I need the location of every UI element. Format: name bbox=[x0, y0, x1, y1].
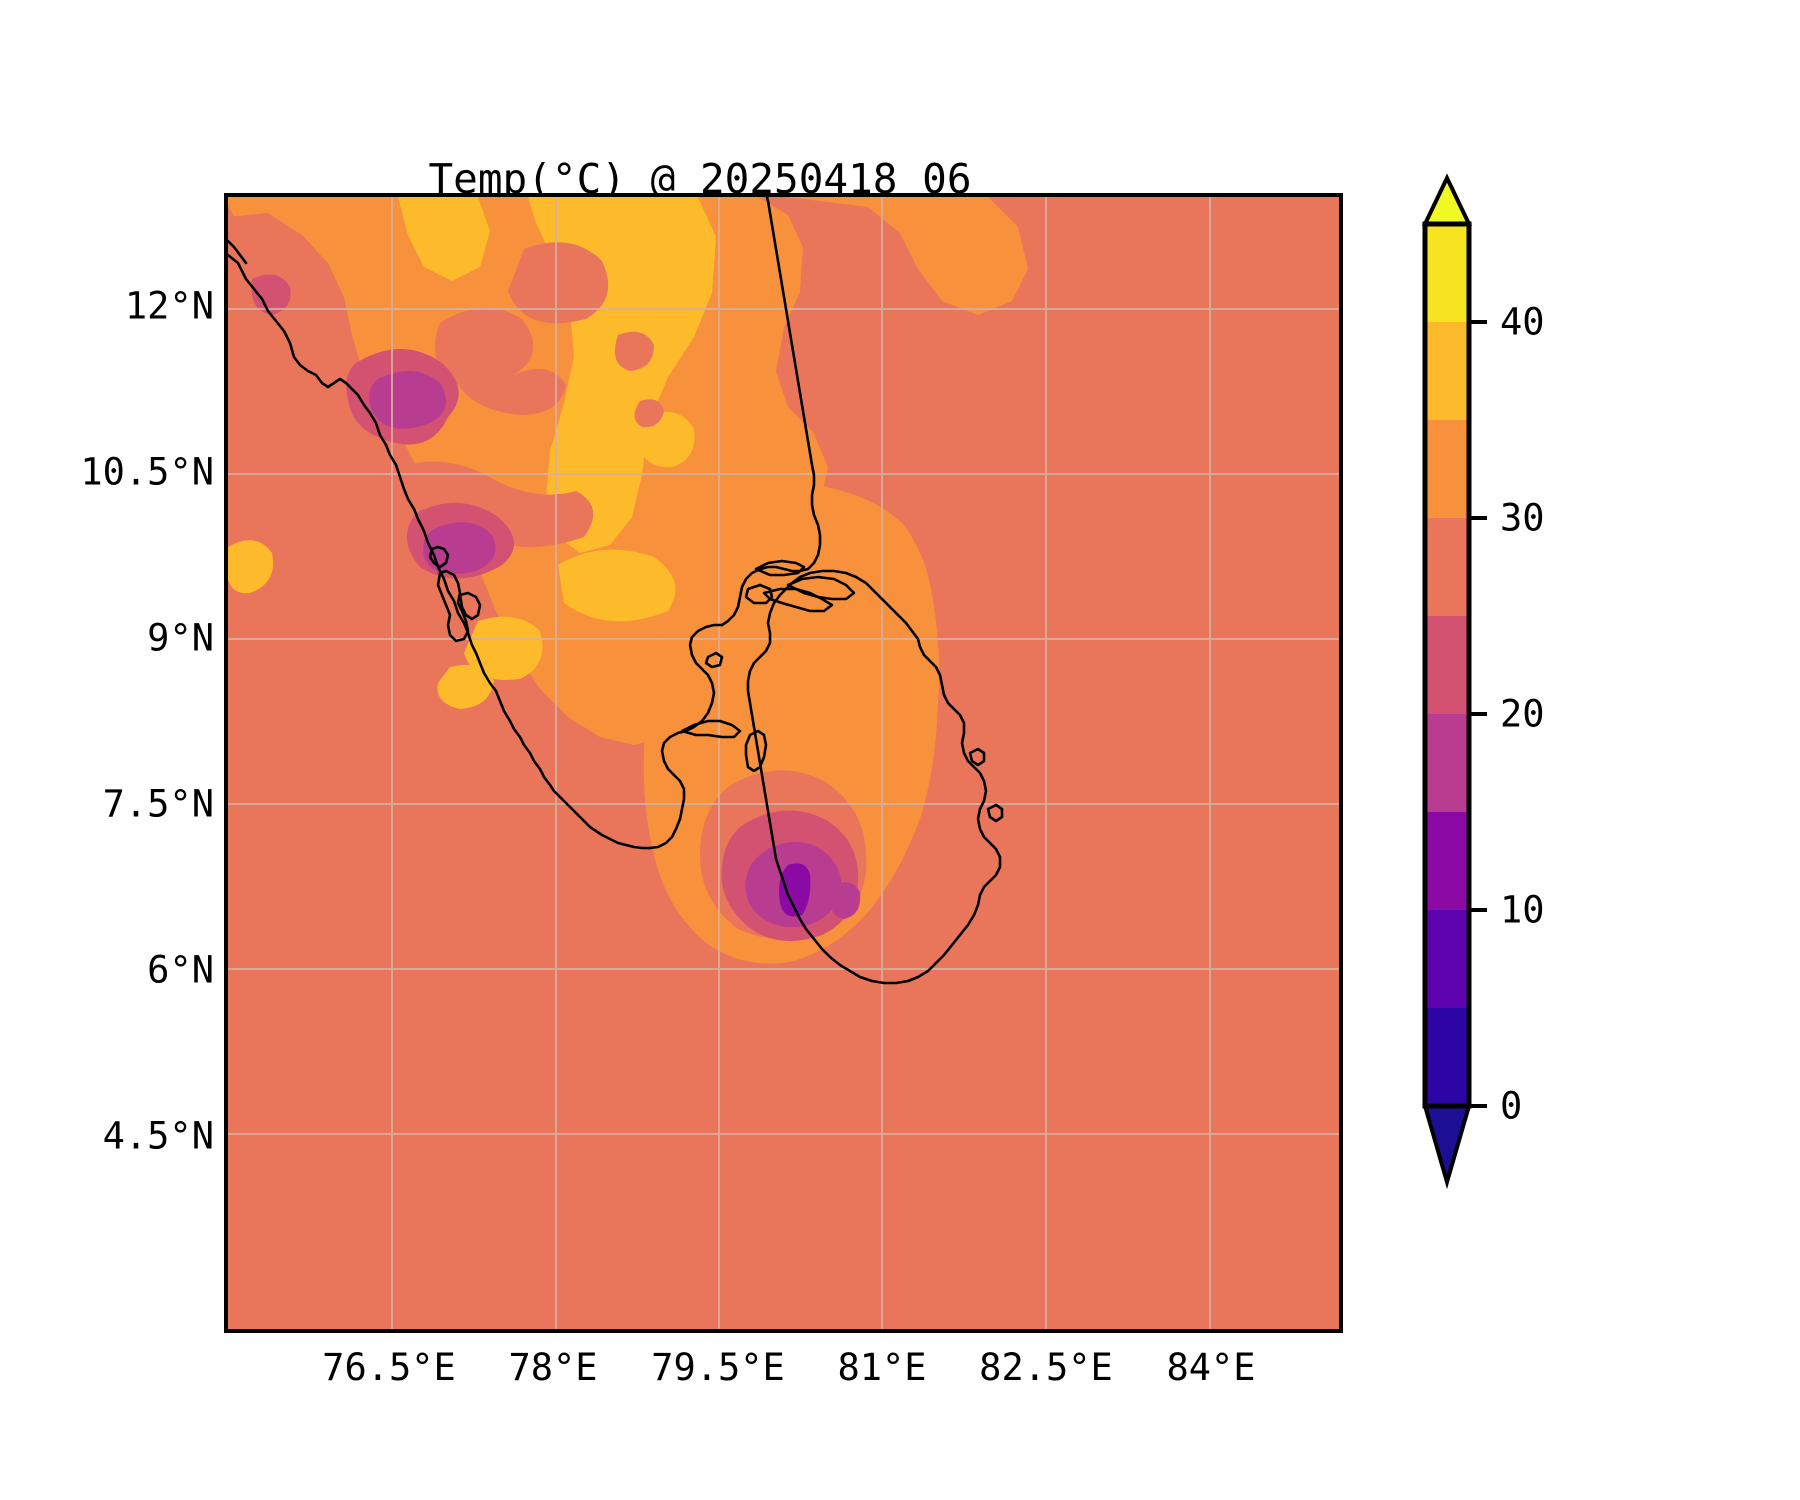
contour-band-15-20-srilanka-tail bbox=[830, 882, 861, 919]
y-tick-label-75n: 7.5°N bbox=[102, 782, 214, 826]
colorbar-band-30-35 bbox=[1425, 420, 1469, 518]
y-tick-label-12n: 12°N bbox=[124, 284, 214, 328]
x-tick-label-78e: 78°E bbox=[508, 1346, 598, 1389]
coastline-overlay bbox=[228, 197, 1004, 985]
contour-band-20-25-nilgiri bbox=[251, 274, 291, 315]
contour-band-25-30-inland-b bbox=[434, 307, 566, 415]
colorbar-outline bbox=[1422, 221, 1472, 1109]
coastline-mannar-island bbox=[744, 583, 774, 605]
colorbar-svg bbox=[1421, 173, 1487, 1190]
coastline-puttalam-lagoon bbox=[744, 729, 768, 773]
colorbar-band-5-10 bbox=[1425, 910, 1469, 1008]
temperature-contour-map bbox=[228, 197, 1339, 1329]
x-tick-label-795e: 79.5°E bbox=[651, 1346, 785, 1389]
colorbar-band-10-15 bbox=[1425, 812, 1469, 910]
contour-band-25-30-inland-a bbox=[508, 242, 609, 324]
x-tick-label-825e: 82.5°E bbox=[979, 1346, 1113, 1389]
coastline-east-detail bbox=[968, 747, 986, 767]
contour-band-35-40-blob-d bbox=[464, 616, 543, 680]
x-tick-label-84e: 84°E bbox=[1166, 1346, 1256, 1389]
map-plot-area[interactable] bbox=[224, 193, 1343, 1333]
contour-band-30-35-ne bbox=[788, 197, 1028, 315]
colorbar-band-35-40 bbox=[1425, 322, 1469, 420]
map-gridlines bbox=[228, 197, 1339, 1329]
contour-band-30-35-srilanka-north bbox=[714, 481, 798, 528]
contour-band-35-40-nw bbox=[398, 197, 490, 281]
contour-fills bbox=[228, 197, 1028, 964]
coastline-india-east-north bbox=[720, 197, 822, 627]
colorbar-label-20: 20 bbox=[1500, 692, 1545, 736]
colorbar[interactable] bbox=[1421, 173, 1487, 1190]
coastline-palk-bay-detail bbox=[754, 559, 806, 577]
colorbar-band-40-45 bbox=[1425, 224, 1469, 322]
coastline-nw-fragment bbox=[228, 239, 248, 265]
contour-band-35-40-blob-f bbox=[437, 664, 494, 709]
y-tick-label-45n: 4.5°N bbox=[102, 1114, 214, 1158]
contour-band-25-30-inland-d bbox=[634, 399, 664, 428]
coastline-rameswaram-spit bbox=[680, 719, 742, 739]
x-tick-label-81e: 81°E bbox=[837, 1346, 927, 1389]
contour-band-15-20-core-a bbox=[369, 370, 447, 429]
colorbar-extend-bottom-arrow bbox=[1422, 1104, 1472, 1190]
colorbar-band-25-30 bbox=[1425, 518, 1469, 616]
contour-band-35-40-blob-e bbox=[228, 540, 274, 594]
y-tick-label-6n: 6°N bbox=[147, 948, 214, 992]
y-tick-label-105n: 10.5°N bbox=[80, 450, 214, 494]
coastline-mannar-detail bbox=[762, 587, 834, 613]
y-tick-label-9n: 9°N bbox=[147, 616, 214, 660]
contour-band-10-15-srilanka-core bbox=[779, 863, 811, 917]
coastline-backwaters-c bbox=[458, 591, 482, 621]
colorbar-bands bbox=[1425, 224, 1469, 1106]
colorbar-label-40: 40 bbox=[1500, 300, 1545, 344]
contour-band-35-40-blob-c bbox=[558, 549, 676, 622]
colorbar-band-20-25 bbox=[1425, 616, 1469, 714]
coastline-gulf-mannar-islet bbox=[704, 651, 724, 669]
colorbar-label-10: 10 bbox=[1500, 888, 1545, 932]
coastline-india-west bbox=[228, 253, 652, 850]
coastline-backwaters-b bbox=[436, 569, 470, 643]
x-tick-label-765e: 76.5°E bbox=[322, 1346, 456, 1389]
contour-band-25-30-inland-c bbox=[614, 331, 654, 371]
colorbar-ticks bbox=[1469, 320, 1487, 1108]
colorbar-label-30: 30 bbox=[1500, 496, 1545, 540]
map-clip bbox=[228, 197, 1339, 1329]
coastline-batticaloa-detail bbox=[986, 803, 1004, 823]
colorbar-band-15-20 bbox=[1425, 714, 1469, 812]
coastline-backwaters-a bbox=[428, 545, 450, 569]
colorbar-label-0: 0 bbox=[1500, 1084, 1523, 1128]
contour-band-15-20-core-b bbox=[423, 522, 496, 574]
colorbar-band-0-5 bbox=[1425, 1008, 1469, 1106]
colorbar-extend-top-arrow bbox=[1421, 173, 1473, 226]
